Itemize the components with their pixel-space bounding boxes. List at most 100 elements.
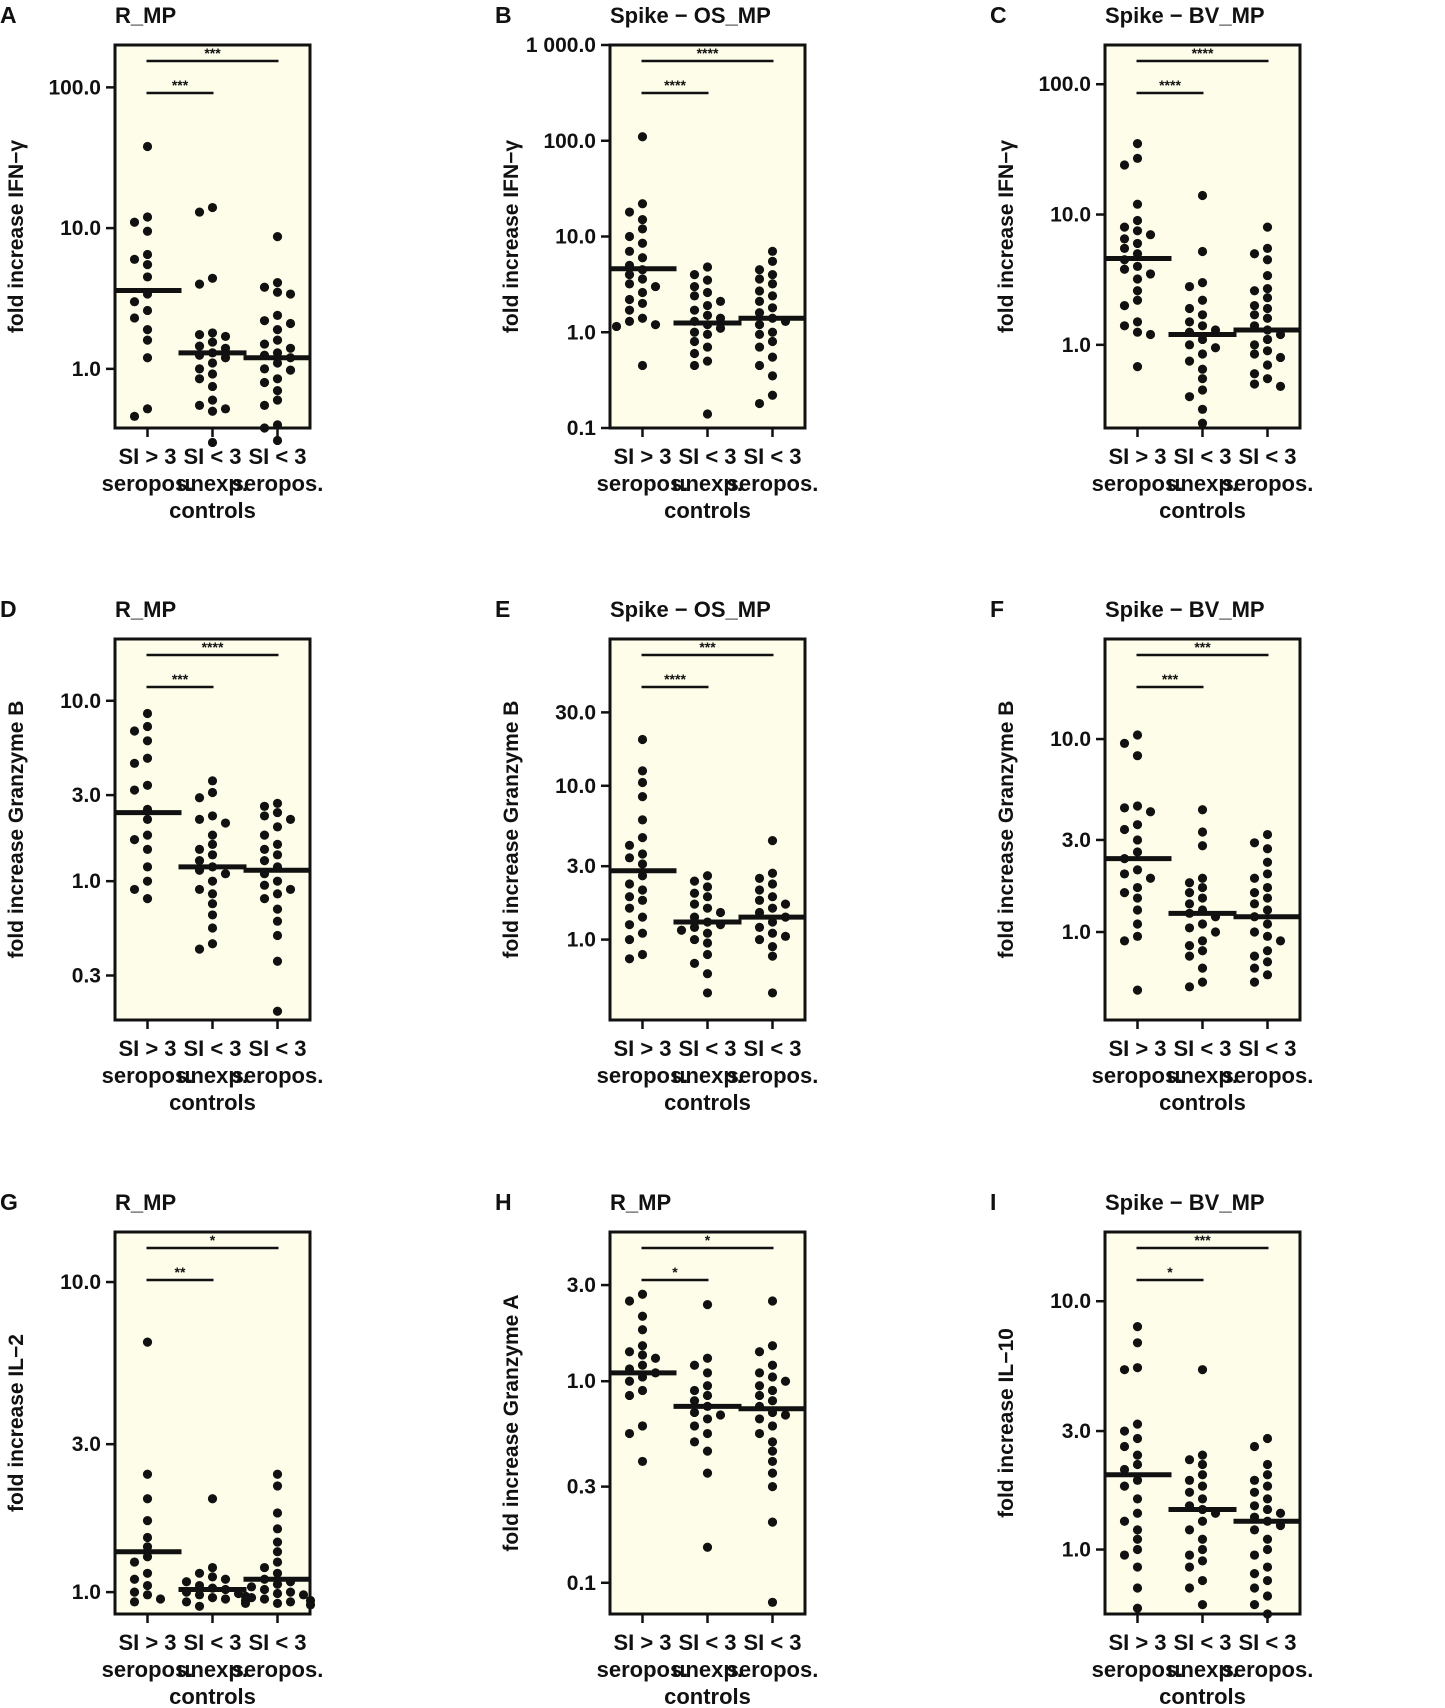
data-point <box>1197 873 1208 883</box>
data-point <box>702 871 713 881</box>
data-point <box>259 856 270 866</box>
data-point <box>1197 946 1208 956</box>
data-point <box>1262 893 1273 903</box>
data-point <box>1132 847 1143 857</box>
data-point <box>767 390 778 400</box>
data-point <box>754 1390 765 1401</box>
data-point <box>142 1469 153 1479</box>
data-point <box>689 327 700 337</box>
data-point <box>1249 301 1260 311</box>
data-point <box>754 360 765 371</box>
panel-title: R_MP <box>115 3 176 28</box>
data-point <box>689 281 700 292</box>
data-point <box>142 736 153 746</box>
data-point <box>689 876 700 886</box>
data-point <box>754 329 765 339</box>
data-point <box>272 348 283 358</box>
data-point <box>194 793 205 803</box>
data-point <box>637 360 648 371</box>
data-point <box>1132 215 1143 226</box>
data-point <box>207 830 218 840</box>
data-point <box>207 202 218 213</box>
x-tick-label: SI < 3 <box>1238 444 1296 469</box>
panel-title: R_MP <box>610 1190 671 1215</box>
data-point <box>142 1516 153 1526</box>
data-point <box>272 1469 283 1479</box>
data-point <box>1249 1568 1260 1579</box>
data-point <box>754 1414 765 1424</box>
data-point <box>689 336 700 347</box>
data-point <box>272 889 283 899</box>
data-point <box>637 859 648 869</box>
data-point <box>767 951 778 961</box>
x-tick-label: seropos. <box>1222 1657 1314 1682</box>
data-point <box>637 1311 648 1321</box>
data-point <box>207 939 218 949</box>
panel-A: A R_MP 1.0 10.0 100.0 fold increase IFN−γ SI >… <box>0 2 323 523</box>
x-tick-label: unexp. <box>177 471 248 496</box>
data-point <box>129 1557 140 1567</box>
data-point <box>1275 352 1286 363</box>
data-point <box>1119 243 1130 253</box>
data-point <box>754 308 765 318</box>
data-point <box>272 916 283 926</box>
data-point <box>142 212 153 222</box>
x-tick-label: seropos. <box>597 471 689 496</box>
data-point <box>1184 392 1195 402</box>
data-point <box>1132 1525 1143 1535</box>
data-point <box>1119 301 1130 311</box>
data-point <box>1197 1575 1208 1586</box>
data-point <box>207 437 218 448</box>
data-point <box>767 256 778 266</box>
data-point <box>767 371 778 381</box>
data-point <box>1262 844 1273 854</box>
data-point <box>1197 1556 1208 1566</box>
data-point <box>142 404 153 414</box>
data-point <box>1262 829 1273 840</box>
data-point <box>767 1421 778 1431</box>
data-point <box>1132 730 1143 740</box>
x-tick-label: seropos. <box>597 1063 689 1088</box>
data-point <box>1184 878 1195 888</box>
significance-label: * <box>705 1232 711 1248</box>
data-point <box>1262 1494 1273 1504</box>
data-point <box>155 1594 166 1604</box>
data-point <box>1132 985 1143 995</box>
data-point <box>129 1587 140 1597</box>
data-point <box>637 792 648 802</box>
data-point <box>702 329 713 339</box>
data-point <box>1132 199 1143 209</box>
data-point <box>194 884 205 895</box>
data-point <box>1197 936 1208 946</box>
data-point <box>1132 931 1143 941</box>
data-point <box>272 232 283 242</box>
x-tick-label: SI > 3 <box>118 444 176 469</box>
data-point <box>272 1537 283 1547</box>
data-point <box>1184 1475 1195 1485</box>
data-point <box>1197 1534 1208 1544</box>
data-point <box>780 899 791 909</box>
panel-letter: G <box>0 1189 18 1215</box>
data-point <box>1132 820 1143 830</box>
data-point <box>298 1590 309 1600</box>
data-point <box>259 880 270 890</box>
data-point <box>194 1590 205 1600</box>
data-point <box>142 894 153 904</box>
data-point <box>129 411 140 421</box>
data-point <box>1262 857 1273 867</box>
data-point <box>767 928 778 938</box>
x-tick-label: SI < 3 <box>678 444 736 469</box>
x-tick-label: SI > 3 <box>1108 1036 1166 1061</box>
data-point <box>780 1376 791 1386</box>
data-point <box>767 892 778 902</box>
data-point <box>1119 321 1130 331</box>
data-point <box>1262 970 1273 980</box>
y-tick-label: 10.0 <box>555 226 596 249</box>
data-point <box>1132 905 1143 915</box>
data-point <box>259 1594 270 1604</box>
data-point <box>194 279 205 289</box>
data-point <box>1132 801 1143 811</box>
panel-E: E Spike − OS_MP 1.0 3.0 10.0 30.0 fold increas… <box>495 596 818 1115</box>
data-point <box>1262 360 1273 370</box>
data-point <box>220 331 231 342</box>
